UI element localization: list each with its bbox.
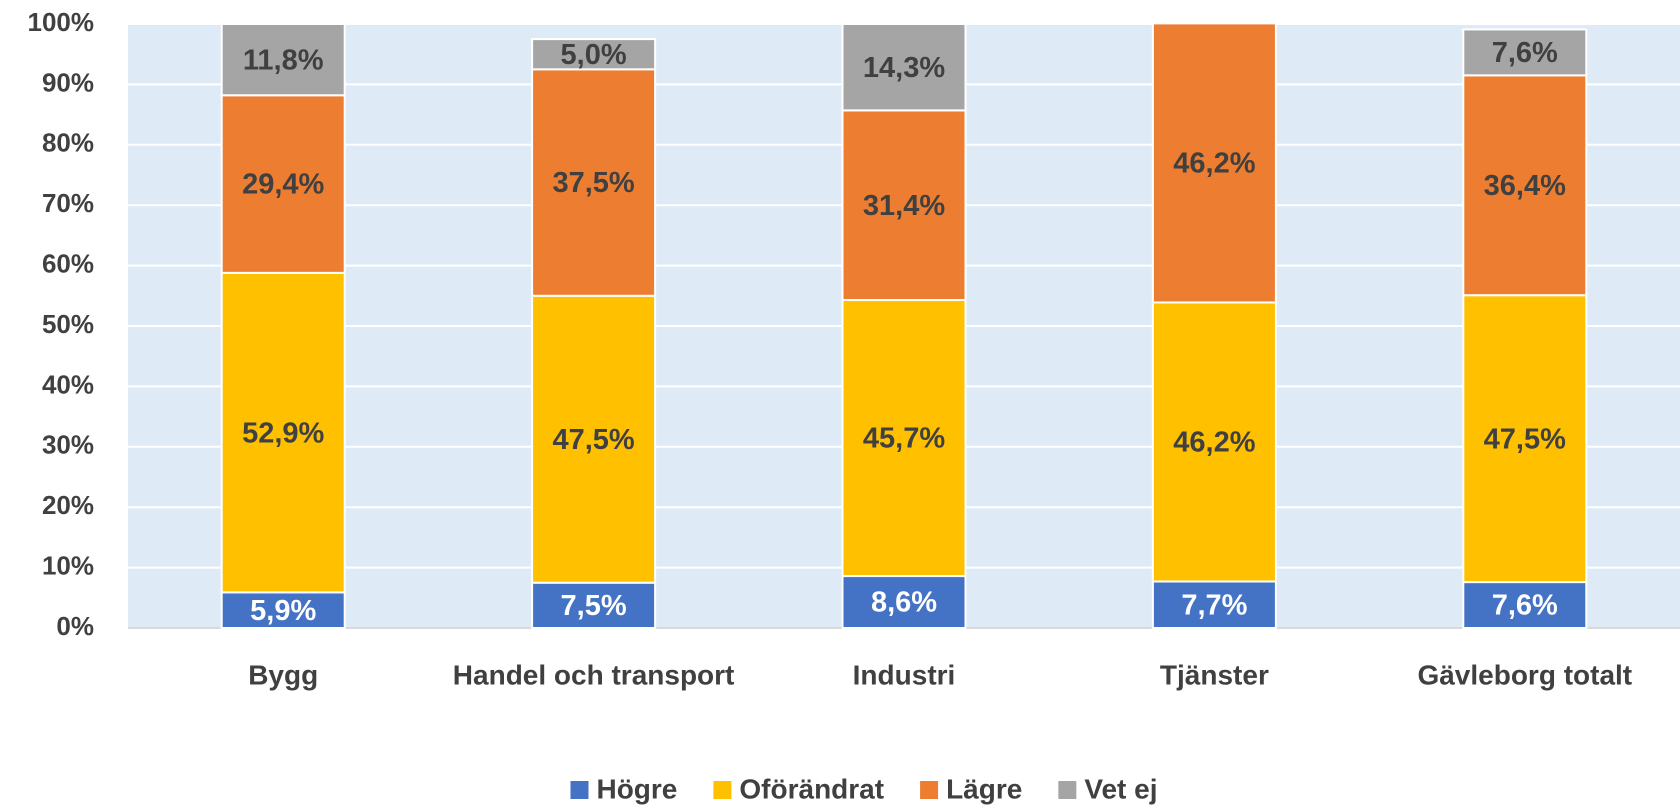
y-tick-label: 40% — [42, 369, 94, 399]
y-tick-label: 100% — [28, 7, 95, 37]
data-label: 46,2% — [1173, 148, 1255, 180]
x-tick-label: Bygg — [248, 659, 318, 690]
bar-segment — [220, 23, 346, 97]
legend-label: Lägre — [946, 773, 1022, 804]
bar-segment — [531, 294, 657, 584]
data-label: 7,6% — [1492, 590, 1558, 622]
legend-label: Vet ej — [1084, 773, 1157, 804]
data-label: 14,3% — [863, 52, 945, 84]
data-label: 46,2% — [1173, 427, 1255, 459]
legend-swatch — [570, 781, 589, 799]
y-tick-label: 70% — [42, 188, 94, 218]
bar-segment — [1462, 74, 1588, 297]
y-tick-label: 0% — [56, 611, 94, 641]
bar-segment — [841, 23, 967, 112]
legend-label: Oförändrat — [739, 773, 884, 804]
data-label: 8,6% — [871, 587, 937, 619]
x-tick-label: Tjänster — [1160, 659, 1269, 690]
x-tick-label: Gävleborg totalt — [1417, 659, 1632, 690]
data-label: 45,7% — [863, 423, 945, 455]
y-tick-label: 90% — [42, 67, 94, 97]
data-label: 29,4% — [242, 169, 324, 201]
bar-segment — [531, 38, 657, 71]
y-tick-label: 10% — [42, 550, 94, 580]
legend-swatch — [920, 781, 939, 799]
legend-swatch — [1058, 781, 1077, 799]
x-tick-label: Handel och transport — [453, 659, 735, 690]
bar-segment — [1151, 580, 1277, 630]
data-label: 7,6% — [1492, 37, 1558, 69]
data-label: 52,9% — [242, 417, 324, 449]
legend-label: Högre — [596, 773, 677, 804]
bar-segment — [841, 299, 967, 578]
legend-swatch — [713, 781, 732, 799]
y-tick-label: 60% — [42, 248, 94, 278]
bar-segment — [220, 94, 346, 274]
bar-segment — [531, 581, 657, 630]
bar-segment — [220, 591, 346, 630]
data-label: 31,4% — [863, 190, 945, 222]
data-label: 37,5% — [552, 167, 634, 199]
data-label: 5,9% — [250, 595, 316, 627]
y-tick-label: 80% — [42, 128, 94, 158]
y-tick-label: 30% — [42, 430, 94, 460]
data-label: 47,5% — [552, 424, 634, 456]
data-label: 7,5% — [561, 590, 627, 622]
data-label: 11,8% — [243, 44, 324, 76]
bar-segment — [1151, 301, 1277, 583]
bar-segment — [841, 109, 967, 302]
data-label: 47,5% — [1484, 423, 1566, 455]
data-label: 5,0% — [561, 39, 627, 71]
x-tick-label: Industri — [853, 659, 956, 690]
data-label: 36,4% — [1484, 170, 1566, 202]
bar-segment — [1151, 22, 1277, 304]
bar-segment — [1462, 294, 1588, 584]
y-tick-label: 20% — [42, 490, 94, 520]
bar-segment — [1462, 581, 1588, 630]
bar-segment — [1462, 28, 1588, 77]
y-tick-label: 50% — [42, 309, 94, 339]
bar-segment — [220, 271, 346, 594]
data-label: 7,7% — [1181, 589, 1247, 621]
